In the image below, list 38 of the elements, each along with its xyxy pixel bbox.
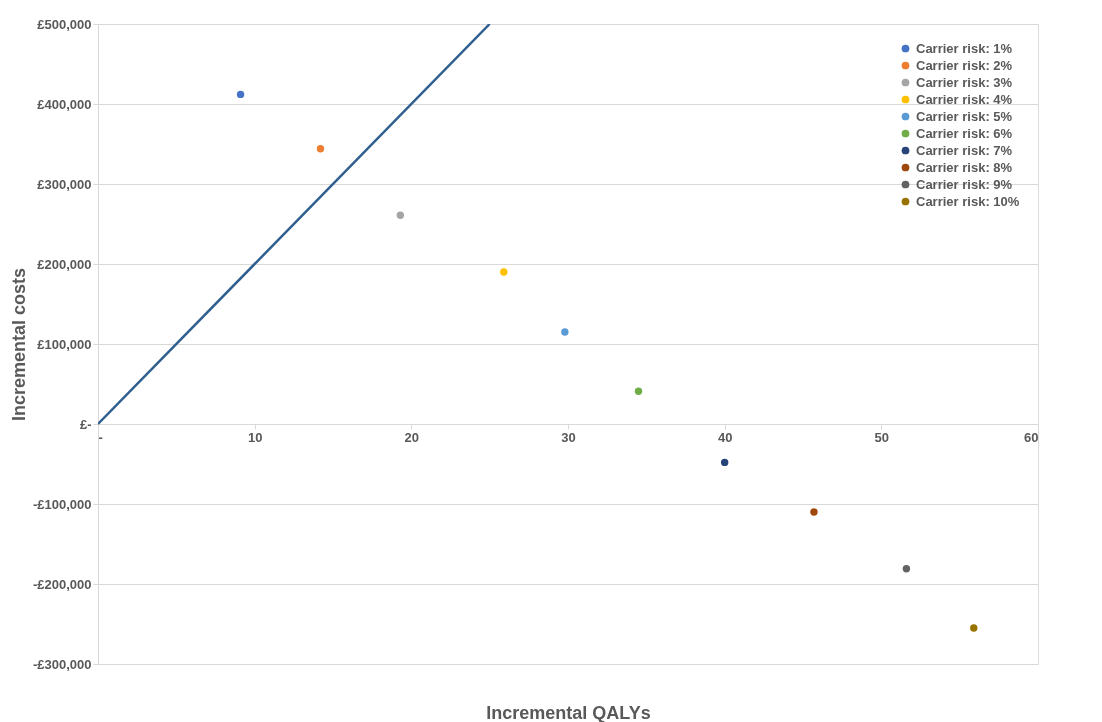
y-tick-label: £- (79, 416, 92, 432)
point (970, 624, 978, 632)
y-tick-label: £500,000 (37, 16, 92, 32)
x-tick-label: 60 (1024, 429, 1039, 445)
x-tick-label: 20 (404, 429, 420, 445)
legend-label: Carrier risk: 1% (916, 40, 1013, 56)
legend-label: Carrier risk: 5% (916, 108, 1013, 124)
legend-label: Carrier risk: 7% (916, 142, 1013, 158)
legend-label: Carrier risk: 6% (916, 125, 1013, 141)
y-tick-label: -£300,000 (32, 656, 92, 672)
y-tick-label: -£200,000 (32, 576, 92, 592)
legend-label: Carrier risk: 4% (916, 91, 1013, 107)
point (810, 508, 818, 516)
x-tick-label: 50 (874, 429, 890, 445)
y-tick-label: £200,000 (37, 256, 92, 272)
legend-label: Carrier risk: 10% (916, 193, 1020, 209)
legend-label: Carrier risk: 8% (916, 159, 1013, 175)
point (634, 387, 643, 395)
y-tick-label: £300,000 (37, 176, 92, 192)
point (500, 268, 508, 276)
y-tick-label: £400,000 (37, 96, 92, 112)
x-axis-title: Incremental QALYs (486, 702, 651, 722)
legend-label: Carrier risk: 9% (916, 176, 1013, 192)
legend-label: Carrier risk: 2% (916, 57, 1013, 73)
point (316, 145, 325, 153)
point (902, 565, 911, 573)
point (561, 328, 569, 336)
x-tick-label: 40 (717, 429, 733, 445)
point (720, 458, 729, 467)
x-tick-label: 10 (247, 429, 263, 445)
legend-label: Carrier risk: 3% (916, 74, 1013, 90)
x-tick-label: - (98, 429, 103, 445)
y-tick-label: £100,000 (37, 336, 92, 352)
y-axis-title: Incremental costs (8, 267, 29, 422)
y-tick-label: -£100,000 (32, 496, 92, 512)
x-tick-label: 30 (561, 429, 576, 445)
point (396, 211, 405, 219)
point (236, 90, 245, 99)
